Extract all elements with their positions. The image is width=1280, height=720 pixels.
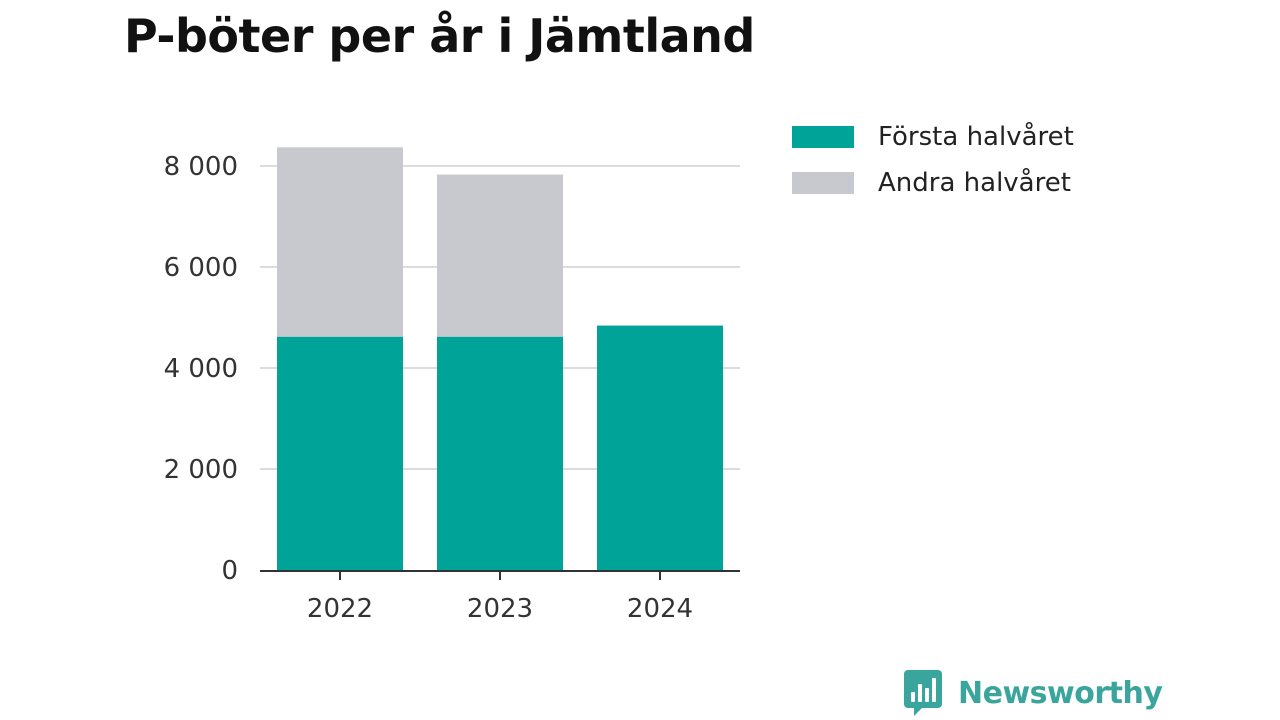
legend-swatch-first-half: [792, 126, 854, 148]
x-tick-label: 2024: [627, 594, 693, 624]
legend-label-second-half: Andra halvåret: [878, 168, 1071, 198]
chart-title: P-böter per år i Jämtland: [124, 9, 755, 63]
legend: Första halvåret Andra halvåret: [792, 114, 1074, 206]
x-tick-label: 2022: [307, 594, 373, 624]
legend-swatch-second-half: [792, 172, 854, 194]
bars: [277, 147, 723, 570]
legend-item-first-half[interactable]: Första halvåret: [792, 114, 1074, 160]
bar-second-half-2023[interactable]: [437, 174, 563, 337]
y-axis-tick-labels: 0 2 000 4 000 6 000 8 000: [164, 152, 238, 586]
y-tick-label: 8 000: [164, 152, 238, 182]
y-tick-label: 6 000: [164, 253, 238, 283]
brand-name: Newsworthy: [958, 675, 1163, 711]
legend-label-first-half: Första halvåret: [878, 122, 1074, 152]
x-tick-label: 2023: [467, 594, 533, 624]
x-axis: 2022 2023 2024: [260, 570, 740, 624]
y-tick-label: 4 000: [164, 354, 238, 384]
newsworthy-logo-icon: [904, 670, 942, 716]
y-tick-label: 0: [221, 556, 238, 586]
bar-first-half-2022[interactable]: [277, 336, 403, 570]
legend-item-second-half[interactable]: Andra halvåret: [792, 160, 1074, 206]
bar-first-half-2024[interactable]: [597, 325, 723, 570]
bar-first-half-2023[interactable]: [437, 336, 563, 570]
y-tick-label: 2 000: [164, 455, 238, 485]
brand: Newsworthy: [902, 668, 1163, 718]
bar-second-half-2022[interactable]: [277, 147, 403, 337]
